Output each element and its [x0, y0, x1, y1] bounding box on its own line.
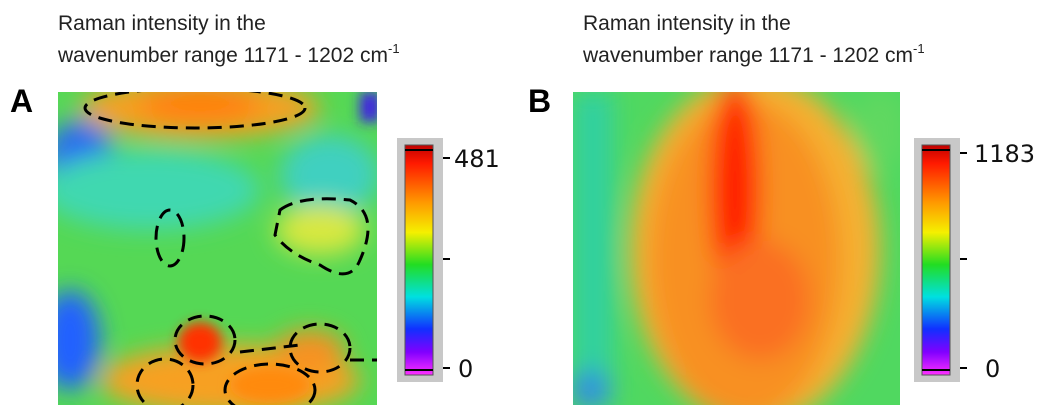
title-line: wavenumber range 1171 - 1202 cm [582, 44, 913, 67]
panel-title: wavenumber range 1171 - 1202 cm-1 [582, 41, 925, 67]
title-superscript: -1 [913, 41, 925, 56]
colorbar-min: 0 [985, 355, 1000, 383]
colorbar [404, 144, 434, 376]
panel-label: B [528, 83, 551, 119]
panel-title: wavenumber range 1171 - 1202 cm-1 [57, 41, 400, 67]
panel-title: Raman intensity in the [583, 12, 791, 35]
colorbar-min: 0 [458, 355, 473, 383]
colorbar-max: 481 [454, 145, 500, 173]
colorbar-lines [405, 149, 450, 371]
title-superscript: -1 [388, 41, 400, 56]
panel-label: A [10, 83, 33, 119]
heatmap [58, 92, 377, 405]
title-line: wavenumber range 1171 - 1202 cm [57, 44, 388, 67]
colorbar [921, 144, 951, 376]
colorbar-lines [922, 149, 967, 371]
panel-title: Raman intensity in the [58, 12, 266, 35]
colorbar-max: 1183 [974, 140, 1035, 168]
heatmap [573, 92, 900, 405]
